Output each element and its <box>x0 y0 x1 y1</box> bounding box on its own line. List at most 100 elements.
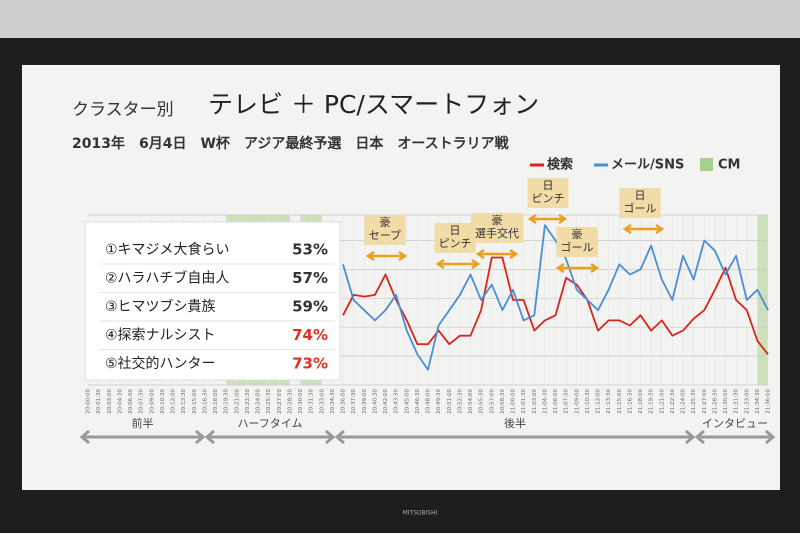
x-tick-label: 20:37:30 <box>351 389 357 414</box>
phases: 前半 ハーフタイム 後半 インタビュー <box>79 416 776 445</box>
x-tick-label: 21:18:00 <box>638 389 644 414</box>
x-tick-label: 21:28:30 <box>712 389 718 414</box>
x-tick-label: 21:12:00 <box>596 389 602 414</box>
legend: 検索 メール/SNS CM <box>530 157 740 173</box>
row-value: 53% <box>292 241 328 259</box>
x-tick-label: 20:01:30 <box>96 389 102 414</box>
x-tick-label: 21:10:30 <box>585 389 591 414</box>
annotation-text: 豪 <box>380 215 391 229</box>
x-tick-label: 20:42:00 <box>383 389 389 414</box>
x-tick-label: 20:39:00 <box>362 389 368 414</box>
x-tick-label: 21:00:00 <box>511 389 517 414</box>
annotation-text: セーブ <box>369 228 401 242</box>
annotation-box <box>471 213 523 243</box>
row-name: ③ヒマツブシ貴族 <box>105 298 216 315</box>
x-tick-label: 20:03:00 <box>107 389 113 414</box>
x-tick-label: 20:54:00 <box>468 389 474 414</box>
x-tick-label: 21:16:30 <box>627 389 633 414</box>
x-tick-label: 21:04:30 <box>542 389 548 414</box>
x-tick-label: 20:51:00 <box>447 389 453 414</box>
x-tick-label: 20:12:00 <box>171 389 177 414</box>
x-tick-label: 20:55:30 <box>479 389 485 414</box>
phase-arrow <box>334 429 696 445</box>
x-tick-label: 21:31:30 <box>734 389 740 414</box>
x-tick-label: 21:21:00 <box>659 389 665 414</box>
annotation-arrow <box>435 258 481 270</box>
cluster-table: ①キマジメ大食らい 53% ②ハラハチブ自由人 57% ③ヒマツブシ貴族 59% ④探索ナル… <box>84 221 341 381</box>
row-name: ⑤社交的ハンター <box>105 355 216 372</box>
phase-arrow <box>694 429 776 445</box>
x-tick-label: 20:28:30 <box>287 389 293 414</box>
annotation-box <box>434 223 476 253</box>
phase-arrow <box>204 429 336 445</box>
x-tick-label: 20:13:30 <box>181 389 187 414</box>
table-panel <box>84 221 341 381</box>
x-tick-label: 20:06:00 <box>128 389 134 414</box>
x-tick-label: 21:07:30 <box>564 389 570 414</box>
annotation-text: 豪 <box>492 213 503 227</box>
x-tick-label: 20:30:00 <box>298 389 304 414</box>
x-tick-label: 20:04:30 <box>117 389 123 414</box>
annotation-text: 日 <box>450 224 461 237</box>
x-tick-label: 20:00:00 <box>86 389 92 414</box>
x-tick-label: 21:34:30 <box>755 389 761 414</box>
x-tick-label: 21:19:30 <box>649 389 655 414</box>
legend-label: CM <box>718 158 740 173</box>
chart-subtitle: 2013年 6月4日 W杯 アジア最終予選 日本 オーストラリア戦 <box>72 135 510 152</box>
x-tick-label: 20:49:30 <box>436 389 442 414</box>
phase-label: 後半 <box>504 416 526 430</box>
x-tick-label: 20:52:30 <box>457 389 463 414</box>
phase-label: インタビュー <box>702 417 768 430</box>
x-tick-label: 20:58:30 <box>500 389 506 414</box>
row-value: 57% <box>292 269 328 287</box>
row-name: ④探索ナルシスト <box>105 327 216 344</box>
annotation-text: ゴール <box>561 240 594 254</box>
x-tick-label: 21:25:30 <box>691 389 697 414</box>
row-name: ①キマジメ大食らい <box>105 241 230 258</box>
chart-title: テレビ ＋ PC/スマートフォン <box>208 90 539 119</box>
annotation-arrow <box>555 262 600 274</box>
x-tick-label: 20:27:00 <box>277 389 283 414</box>
x-tick-label: 20:15:00 <box>192 389 198 414</box>
x-tick-label: 20:22:30 <box>245 389 251 414</box>
annotation-text: 日 <box>635 189 646 202</box>
annotation-arrow <box>475 248 519 260</box>
annotation-box <box>556 227 598 257</box>
x-tick-label: 21:36:00 <box>766 389 772 414</box>
series-line <box>342 256 769 355</box>
x-tick-label: 21:01:30 <box>521 389 527 414</box>
annotation-box <box>364 215 406 245</box>
x-tick-label: 20:07:30 <box>139 389 145 414</box>
x-tick-label: 20:31:30 <box>309 389 315 414</box>
x-tick-label: 20:24:00 <box>256 389 262 414</box>
legend-label: 検索 <box>547 157 573 173</box>
annotation-text: 豪 <box>572 227 583 241</box>
x-tick-label: 20:45:00 <box>404 389 410 414</box>
x-tick-label: 20:43:30 <box>394 389 400 414</box>
row-value: 73% <box>292 355 328 373</box>
x-tick-label: 20:19:30 <box>224 389 230 414</box>
x-tick-label: 20:36:00 <box>341 389 347 414</box>
x-tick-label: 21:15:00 <box>617 389 623 414</box>
annotation-text: 選手交代 <box>475 226 519 240</box>
x-tick-label: 20:09:00 <box>149 389 155 414</box>
x-tick-label: 20:10:30 <box>160 389 166 414</box>
annotation-text: ピンチ <box>532 192 565 205</box>
annotation-arrow <box>365 250 408 262</box>
x-tick-label: 20:21:00 <box>234 389 240 414</box>
x-tick-label: 20:48:00 <box>426 389 432 414</box>
annotation-box <box>527 178 569 208</box>
x-tick-label: 21:03:00 <box>532 389 538 414</box>
x-tick-label: 21:24:00 <box>681 389 687 414</box>
annotation-text: 日 <box>543 179 554 192</box>
x-tick-label: 20:33:00 <box>319 389 325 414</box>
x-tick-label: 20:46:30 <box>415 389 421 414</box>
x-tick-label: 20:34:30 <box>330 389 336 414</box>
x-tick-label: 21:09:00 <box>574 389 580 414</box>
x-tick-label: 20:40:30 <box>372 389 378 414</box>
row-name: ②ハラハチブ自由人 <box>105 270 229 287</box>
legend-label: メール/SNS <box>611 158 684 173</box>
x-tick-label: 21:30:00 <box>723 389 729 414</box>
annotation-text: ピンチ <box>439 237 472 250</box>
